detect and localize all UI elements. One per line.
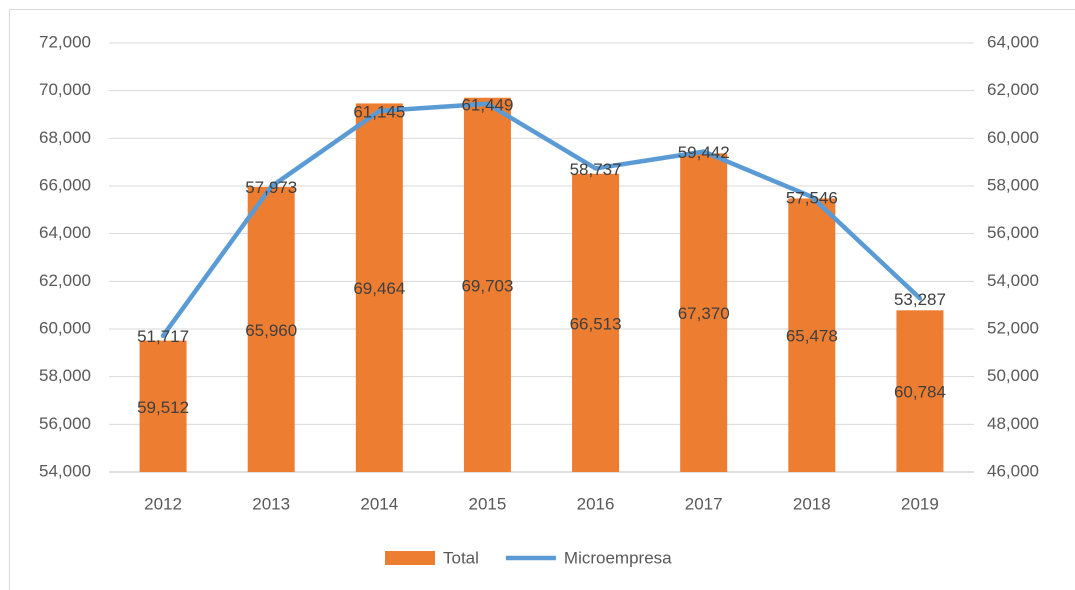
y-tick-label: 60,000: [39, 318, 91, 337]
data-label: 69,703: [461, 276, 513, 295]
bar: [788, 198, 836, 473]
bar: [680, 153, 728, 472]
y-tick-label: 62,000: [39, 271, 91, 290]
y2-tick-label: 58,000: [987, 175, 1039, 194]
y-tick-label: 66,000: [39, 175, 91, 194]
data-label: 57,973: [245, 178, 297, 197]
data-label: 59,442: [678, 143, 730, 162]
y-tick-label: 54,000: [39, 461, 91, 480]
y-tick-label: 64,000: [39, 223, 91, 242]
data-label: 67,370: [678, 304, 730, 323]
y2-tick-label: 60,000: [987, 128, 1039, 147]
data-label: 59,512: [137, 398, 189, 417]
data-label: 69,464: [353, 279, 405, 298]
data-label: 66,513: [570, 314, 622, 333]
legend-label: Total: [443, 548, 479, 567]
data-label: 57,546: [786, 188, 838, 207]
y-tick-label: 68,000: [39, 128, 91, 147]
x-tick-label: 2017: [685, 494, 723, 513]
x-tick-label: 2012: [144, 494, 182, 513]
bar: [896, 310, 944, 472]
bar: [463, 97, 511, 472]
y-tick-label: 70,000: [39, 80, 91, 99]
x-tick-label: 2015: [469, 494, 507, 513]
bar: [139, 340, 187, 472]
bar: [247, 186, 295, 472]
bar: [355, 103, 403, 472]
y2-tick-label: 46,000: [987, 461, 1039, 480]
data-label: 65,478: [786, 327, 838, 346]
y2-tick-label: 54,000: [987, 271, 1039, 290]
legend-swatch: [385, 551, 435, 565]
data-label: 51,717: [137, 327, 189, 346]
bar: [572, 173, 620, 472]
data-label: 53,287: [894, 290, 946, 309]
data-label: 58,737: [570, 160, 622, 179]
data-label: 65,960: [245, 321, 297, 340]
y2-tick-label: 64,000: [987, 32, 1039, 51]
chart-frame: [9, 9, 1075, 590]
y2-tick-label: 62,000: [987, 80, 1039, 99]
y2-tick-label: 50,000: [987, 366, 1039, 385]
y-tick-label: 56,000: [39, 414, 91, 433]
legend-label: Microempresa: [564, 548, 672, 567]
data-label: 61,449: [461, 95, 513, 114]
y2-tick-label: 52,000: [987, 318, 1039, 337]
data-label: 61,145: [353, 103, 405, 122]
x-tick-label: 2019: [901, 494, 939, 513]
x-tick-label: 2013: [252, 494, 290, 513]
y2-tick-label: 56,000: [987, 223, 1039, 242]
x-tick-label: 2018: [793, 494, 831, 513]
y-tick-label: 72,000: [39, 32, 91, 51]
data-label: 60,784: [894, 383, 946, 402]
y2-tick-label: 48,000: [987, 414, 1039, 433]
x-tick-label: 2016: [577, 494, 615, 513]
x-tick-label: 2014: [360, 494, 398, 513]
line: [160, 101, 923, 338]
y-tick-label: 58,000: [39, 366, 91, 385]
